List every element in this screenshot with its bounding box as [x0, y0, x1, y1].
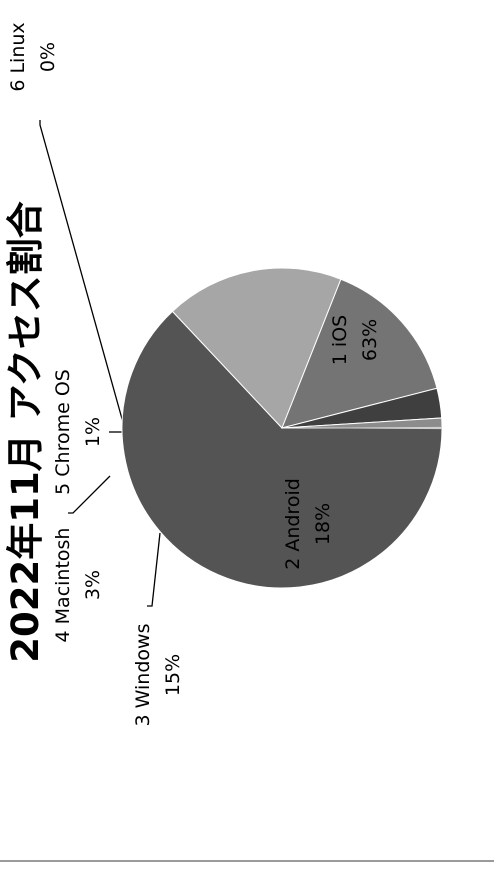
leader-line-4-macintosh [68, 475, 111, 514]
slice-value-label: 3% [82, 570, 104, 600]
slice-value-label: 18% [312, 503, 334, 545]
slice-category-label: 5 Chrome OS [52, 369, 74, 495]
slice-category-label: 3 Windows [132, 624, 154, 727]
slice-label-3-windows: 3 Windows 15% [132, 624, 184, 727]
slice-category-label: 2 Android [282, 478, 304, 570]
slice-label-6-linux: 6 Linux 0% [7, 22, 59, 91]
slice-category-label: 1 iOS [329, 315, 351, 365]
slice-labels: 1 iOS 63% 2 Android 18% 3 Windows 15% 4 Macint… [7, 22, 381, 726]
divider-line [0, 860, 494, 862]
pie-slice-3-windows [281, 278, 438, 429]
slice-value-label: 1% [82, 417, 104, 447]
slice-value-label: 15% [162, 654, 184, 696]
pie-slice-5-chrome-os [281, 417, 443, 429]
leader-line-6-linux [39, 120, 125, 427]
slice-category-label: 6 Linux [7, 22, 29, 91]
slice-label-2-android: 2 Android 18% [282, 478, 334, 570]
pie-slice-1-ios [121, 310, 443, 589]
chart-title: 2022年11月 アクセス割合 [4, 201, 47, 663]
pie-slices [121, 267, 443, 589]
pie-slice-6-linux [282, 426, 442, 430]
leader-line-3-windows [147, 532, 161, 607]
slice-label-4-macintosh: 4 Macintosh 3% [52, 528, 104, 643]
slice-category-label: 4 Macintosh [52, 528, 74, 643]
pie-slice-2-android [171, 267, 342, 429]
slice-label-5-chrome-os: 5 Chrome OS 1% [52, 369, 104, 495]
slice-value-label: 0% [37, 42, 59, 72]
slice-label-1-ios: 1 iOS 63% [329, 315, 381, 365]
slice-value-label: 63% [359, 319, 381, 361]
